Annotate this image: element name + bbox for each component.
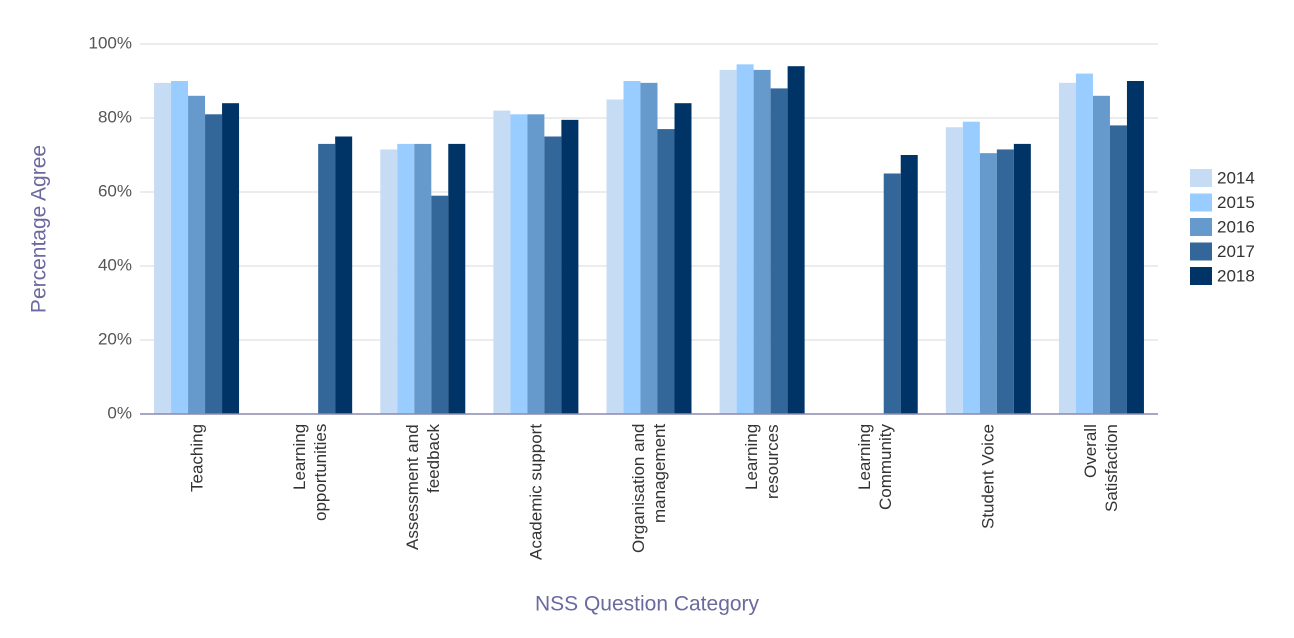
bar [222,103,240,414]
legend-label: 2014 [1217,168,1255,187]
bar [945,127,963,414]
legend-label: 2016 [1217,217,1255,236]
legend-label: 2017 [1217,242,1255,261]
bar [188,95,206,415]
bar [205,114,223,415]
bar [527,114,545,415]
bar [1013,143,1031,414]
bar [335,136,353,414]
bar [448,143,466,414]
bar [674,103,692,414]
bar [561,119,579,414]
y-tick-label: 80% [98,107,132,126]
legend-swatch [1190,242,1212,261]
bar [1092,95,1110,415]
y-tick-label: 100% [89,33,132,52]
bar [979,153,997,414]
bar [962,121,980,414]
bar [770,88,788,415]
y-axis-title: Percentage Agree [28,145,51,313]
bar [1126,81,1144,414]
bar [900,155,918,414]
bar [657,129,675,414]
bar [318,143,336,414]
bar [1058,82,1076,414]
bar [1109,125,1127,415]
bar [493,110,511,414]
legend-swatch [1190,169,1212,187]
bar [736,64,754,414]
bar [154,82,172,414]
bar [1075,73,1093,414]
legend-label: 2015 [1217,193,1255,212]
bar [719,69,737,415]
bar [640,82,658,414]
bar [753,69,771,415]
legend-swatch [1190,267,1212,285]
legend-swatch [1190,193,1212,212]
x-tick-label: Teaching [187,424,207,493]
bar [171,81,189,414]
y-tick-label: 40% [98,255,132,274]
bar [431,195,449,414]
bar [544,136,562,414]
bar [397,143,415,414]
x-tick-label: Learning opportunities [289,424,330,522]
bar [606,99,624,414]
bar [623,81,641,414]
x-tick-label: Overall Satisfaction [1081,424,1122,512]
bar [414,143,432,414]
bar [510,114,528,415]
x-axis-title: NSS Question Category [535,593,760,616]
x-tick-label: Assessment and feedback [402,424,443,550]
x-tick-label: Academic support [526,424,546,561]
bar [787,66,805,414]
bar [883,173,901,414]
y-tick-label: 0% [107,403,132,422]
x-tick-label: Learning resources [742,424,783,499]
x-tick-label: Student Voice [978,424,998,529]
bar [996,149,1014,414]
bar [380,149,398,414]
y-tick-label: 20% [98,329,132,348]
x-tick-label: Learning Community [855,424,896,510]
x-tick-label: Organisation and management [629,424,669,554]
legend-swatch [1190,218,1212,236]
legend-label: 2018 [1217,266,1255,285]
y-tick-label: 60% [98,181,132,200]
